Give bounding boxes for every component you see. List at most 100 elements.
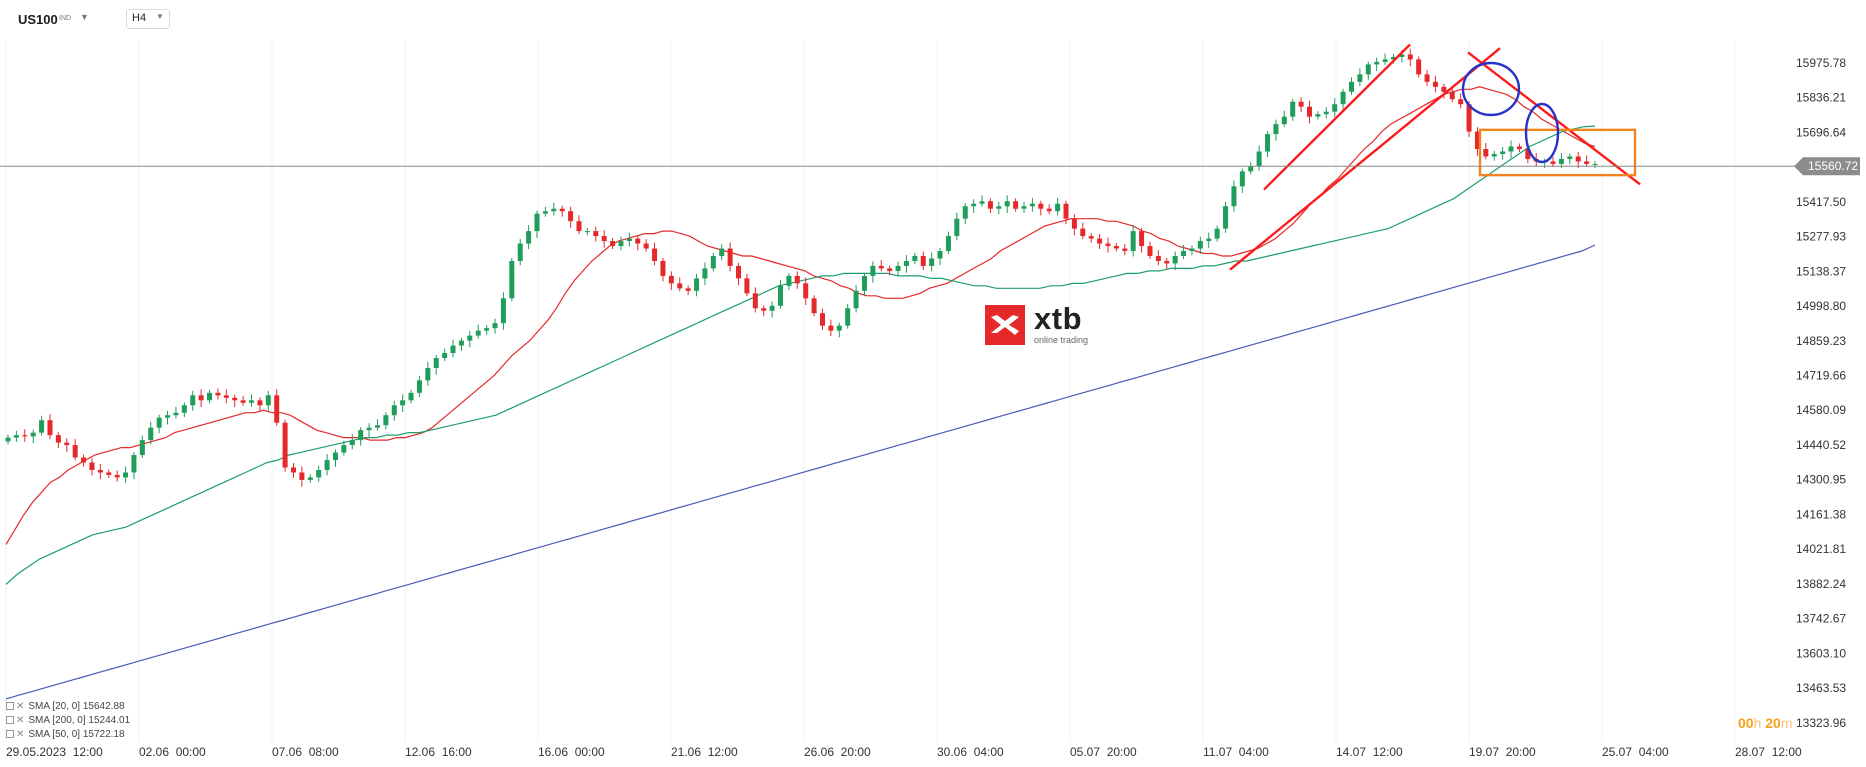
candle-body — [1055, 203, 1061, 212]
time-tick-label: 19.07 20:00 — [1469, 745, 1536, 759]
candle-body — [1290, 101, 1296, 117]
symbol-dropdown-icon[interactable]: ▼ — [80, 12, 89, 22]
candle-body — [1197, 241, 1203, 249]
candle-body — [240, 400, 246, 403]
candle-body — [903, 260, 909, 266]
candle-body — [1525, 149, 1531, 159]
settings-icon[interactable] — [6, 730, 14, 739]
candle-body — [139, 440, 145, 456]
candle-body — [22, 435, 28, 437]
candle-body — [719, 248, 725, 256]
price-tick-label: 13882.24 — [1796, 577, 1846, 591]
candle-body — [727, 248, 733, 266]
candle-body — [1080, 228, 1086, 237]
candle-body — [215, 392, 221, 396]
candle-body — [1407, 54, 1413, 60]
candle-body — [1273, 124, 1279, 135]
price-tick-label: 13463.53 — [1796, 681, 1846, 695]
candle-body — [1223, 206, 1229, 229]
candle-body — [954, 218, 960, 237]
candle-body — [400, 400, 406, 406]
candle-body — [1466, 104, 1472, 132]
close-icon[interactable]: ✕ — [16, 715, 25, 726]
candle-body — [1474, 131, 1480, 150]
candle-body — [1004, 201, 1010, 207]
candle-body — [274, 395, 280, 423]
candle-body — [694, 278, 700, 291]
candle-body — [442, 353, 448, 359]
candle-body — [114, 474, 120, 478]
candle-body — [1071, 218, 1077, 229]
candle-body — [408, 392, 414, 401]
sma-lines — [5, 86, 1596, 700]
logo-name: xtb — [1034, 301, 1082, 336]
candle-body — [1424, 74, 1430, 82]
candle-body — [618, 241, 624, 247]
candle-body — [1550, 161, 1556, 164]
price-tick-label: 13603.10 — [1796, 646, 1846, 660]
candle-body — [223, 395, 229, 398]
timeframe-select[interactable]: H4 ▼ — [126, 9, 170, 29]
countdown-hours: 00 — [1738, 715, 1754, 731]
candle-body — [349, 440, 355, 446]
candle-body — [64, 442, 70, 446]
candle-body — [509, 260, 515, 299]
settings-icon[interactable] — [6, 702, 14, 711]
legend-sma-20: ✕ SMA [20, 0] 15642.88 — [6, 701, 125, 712]
time-tick-label: 11.07 04:00 — [1203, 745, 1269, 759]
candle-body — [1038, 203, 1044, 209]
trend-line-lower — [1229, 47, 1501, 271]
candle-body — [811, 298, 817, 314]
candle-body — [576, 221, 582, 232]
candle-body — [257, 400, 263, 406]
symbol-name[interactable]: US100 — [18, 12, 58, 27]
candle-body — [316, 469, 322, 478]
current-price-tag-shape — [1794, 157, 1860, 176]
candle-body — [47, 420, 53, 436]
candle-body — [736, 265, 742, 279]
candle-body — [685, 288, 691, 291]
price-tick-label: 14021.81 — [1796, 542, 1846, 556]
candle-body — [929, 258, 935, 266]
candle-body — [1348, 81, 1354, 92]
candle-body — [366, 427, 372, 431]
time-tick-label: 16.06 00:00 — [538, 745, 605, 759]
drawing-annotations — [1229, 43, 1641, 271]
candle-body — [778, 285, 784, 306]
price-tick-label: 14998.80 — [1796, 299, 1846, 313]
candle-body — [937, 251, 943, 259]
sma-200-line — [5, 244, 1596, 700]
candle-body — [744, 278, 750, 294]
candle-body — [979, 201, 985, 204]
candle-body — [1390, 56, 1396, 60]
candle-body — [123, 472, 129, 478]
candle-body — [282, 422, 288, 468]
candle-body — [1063, 203, 1069, 219]
candle-body — [1139, 231, 1145, 247]
candle-body — [458, 340, 464, 346]
candle-body — [131, 455, 137, 473]
candle-body — [1340, 91, 1346, 105]
close-icon[interactable]: ✕ — [16, 729, 25, 740]
candle-body — [1265, 134, 1271, 152]
xtb-logo-mark — [985, 305, 1025, 345]
candle-body — [568, 211, 574, 222]
candle-body — [1357, 74, 1363, 82]
chevron-down-icon: ▼ — [156, 12, 164, 21]
candle-body — [828, 325, 834, 331]
price-axis: 15975.78 15836.21 15696.64 15417.50 15277.93… — [1796, 56, 1846, 730]
candle-body — [324, 460, 330, 470]
candle-body — [55, 435, 61, 443]
candle-body — [861, 275, 867, 291]
candle-body — [584, 231, 590, 233]
countdown-minutes: 20 — [1765, 715, 1781, 731]
close-icon[interactable]: ✕ — [16, 701, 25, 712]
settings-icon[interactable] — [6, 716, 14, 725]
candle-body — [660, 260, 666, 276]
countdown-minutes-unit: m — [1780, 715, 1793, 731]
candle-body — [475, 330, 481, 336]
candle-body — [374, 425, 380, 428]
candle-body — [106, 472, 112, 475]
price-tick-label: 15277.93 — [1796, 230, 1846, 244]
